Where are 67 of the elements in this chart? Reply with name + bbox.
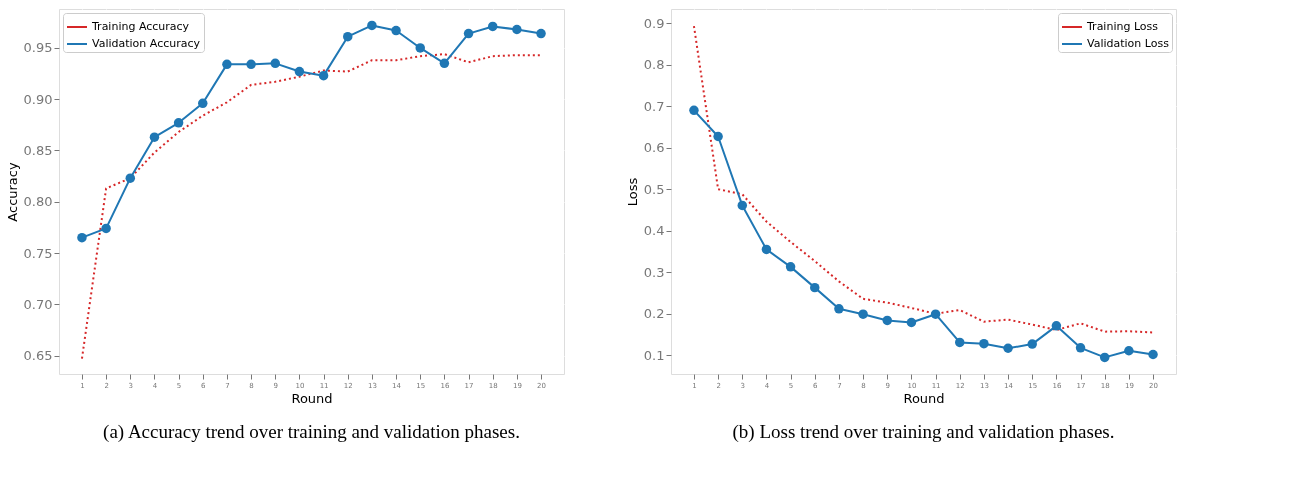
point bbox=[101, 223, 111, 234]
point bbox=[1003, 343, 1013, 353]
y-tick-label: 0.1 bbox=[643, 347, 665, 363]
x-axis-title: Round bbox=[291, 390, 333, 406]
point bbox=[173, 118, 184, 128]
point bbox=[391, 25, 401, 36]
point bbox=[1051, 321, 1062, 331]
point bbox=[367, 20, 377, 31]
point bbox=[1099, 352, 1110, 363]
point bbox=[810, 282, 820, 293]
point bbox=[785, 262, 796, 272]
y-tick-label: 0.65 bbox=[23, 348, 53, 364]
point bbox=[713, 131, 723, 142]
point bbox=[149, 132, 160, 142]
line-series bbox=[80, 53, 543, 360]
point bbox=[761, 244, 772, 255]
legend-label: Validation Accuracy bbox=[92, 37, 201, 50]
y-tick-label: 0.80 bbox=[23, 194, 53, 210]
text: (a) Accuracy trend over training and validation phases. bbox=[103, 421, 520, 443]
point bbox=[536, 28, 546, 39]
point bbox=[415, 43, 425, 53]
x-axis-title: Round bbox=[903, 390, 945, 406]
point bbox=[463, 28, 474, 39]
text: (b) Loss trend over training and validation phases. bbox=[732, 421, 1115, 443]
point bbox=[246, 59, 256, 70]
y-tick-label: 0.7 bbox=[643, 98, 665, 114]
point bbox=[294, 66, 305, 77]
point bbox=[834, 304, 844, 314]
y-tick-label: 0.3 bbox=[643, 264, 665, 280]
point bbox=[906, 317, 917, 328]
point bbox=[930, 309, 941, 319]
y-tick-label: 0.85 bbox=[23, 142, 53, 158]
y-tick-label: 0.8 bbox=[643, 57, 665, 73]
y-tick-label: 0.9 bbox=[643, 15, 665, 31]
point bbox=[1075, 343, 1086, 353]
legend-label: Training Loss bbox=[1086, 20, 1159, 33]
y-axis-title: Accuracy bbox=[4, 162, 20, 222]
point bbox=[1027, 339, 1037, 349]
y-tick-label: 0.6 bbox=[643, 140, 665, 156]
point bbox=[439, 58, 450, 69]
point bbox=[198, 98, 208, 109]
point bbox=[882, 315, 892, 326]
point bbox=[1148, 349, 1158, 360]
point bbox=[318, 70, 329, 81]
legend-label: Training Accuracy bbox=[91, 20, 190, 33]
point bbox=[125, 173, 136, 183]
y-tick-label: 0.4 bbox=[643, 223, 665, 239]
y-tick-label: 0.95 bbox=[23, 40, 53, 56]
point bbox=[512, 24, 522, 35]
y-tick-label: 0.90 bbox=[23, 91, 53, 107]
point bbox=[979, 338, 989, 349]
y-tick-label: 0.70 bbox=[23, 296, 53, 312]
point bbox=[1124, 346, 1134, 356]
point bbox=[222, 59, 232, 70]
point bbox=[737, 200, 748, 211]
point bbox=[343, 31, 353, 42]
y-tick-label: 0.75 bbox=[23, 245, 53, 261]
y-tick-label: 0.2 bbox=[643, 306, 665, 322]
legend-label: Validation Loss bbox=[1087, 37, 1170, 50]
point bbox=[955, 337, 965, 348]
point bbox=[270, 58, 280, 69]
y-axis-title: Loss bbox=[624, 177, 640, 207]
point bbox=[77, 232, 87, 243]
point bbox=[487, 21, 498, 32]
point bbox=[858, 309, 868, 319]
point bbox=[689, 105, 699, 116]
y-tick-label: 0.5 bbox=[643, 181, 665, 197]
